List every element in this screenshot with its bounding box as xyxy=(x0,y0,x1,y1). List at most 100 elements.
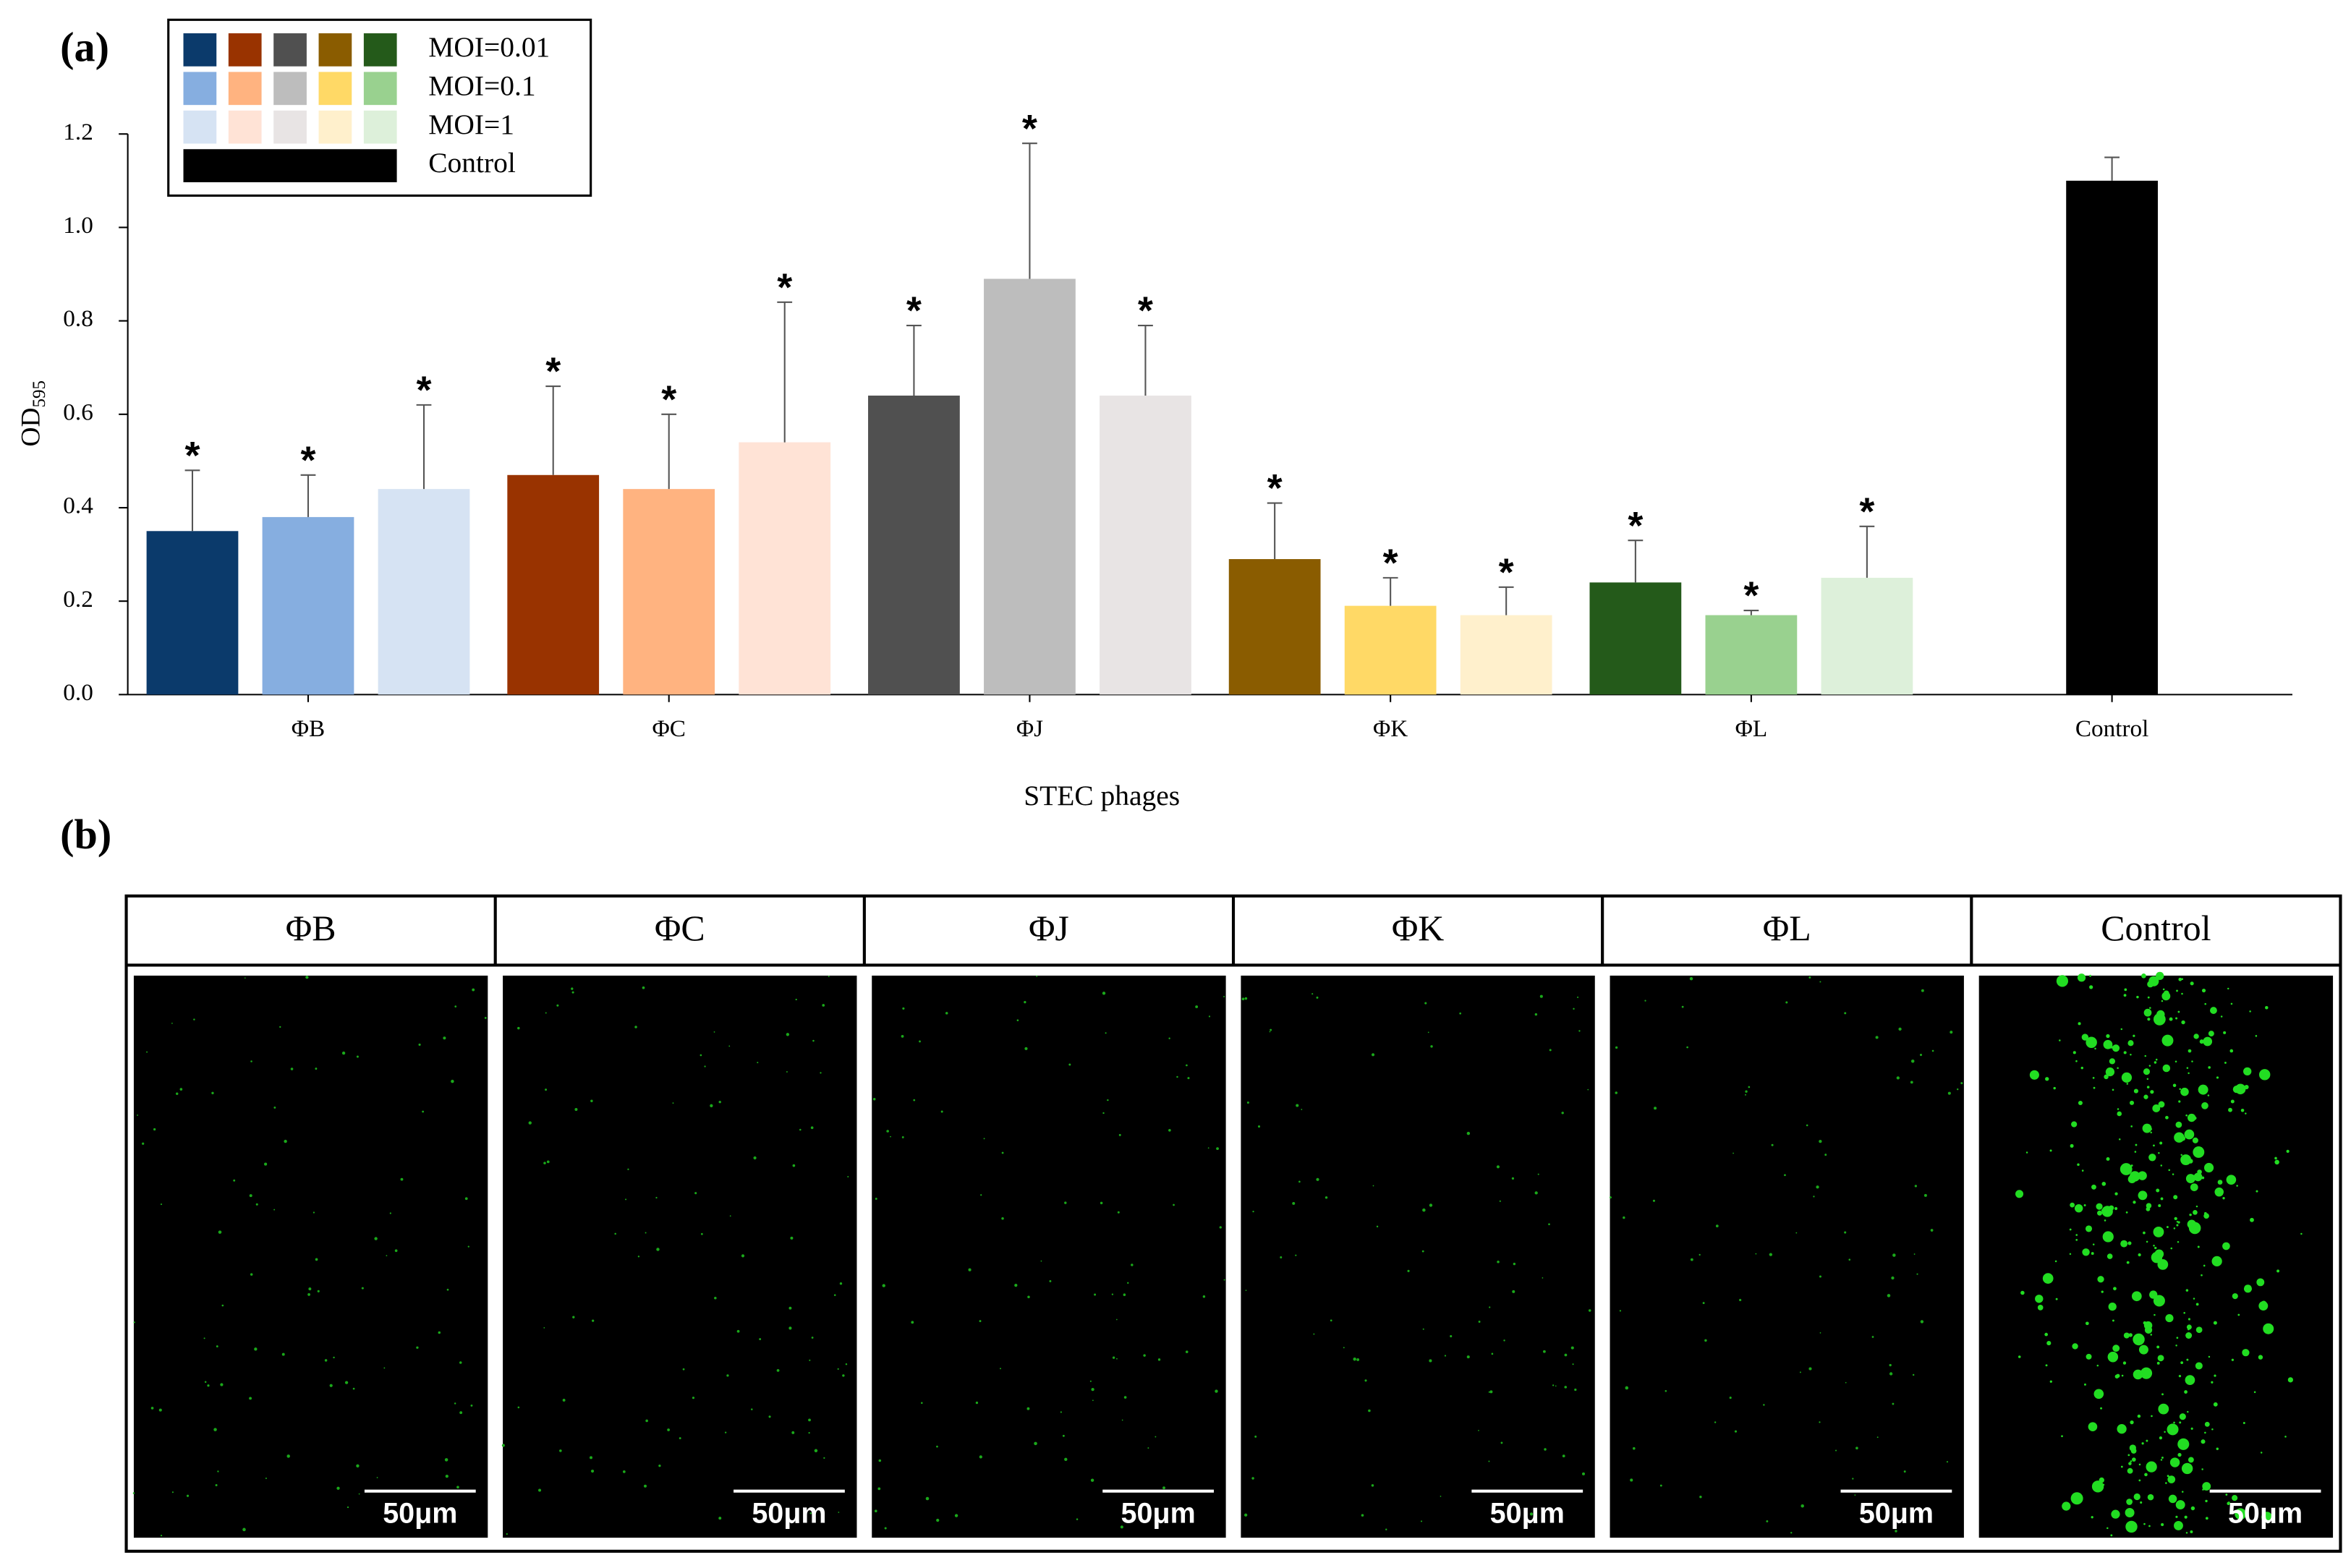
cell-dot xyxy=(2086,1353,2092,1360)
cell-dot xyxy=(2069,1253,2072,1256)
cell-dot xyxy=(788,1326,792,1330)
cell-dot xyxy=(823,1457,825,1459)
cell-dot xyxy=(2175,1515,2178,1518)
cell-dot xyxy=(2075,1239,2078,1241)
cell-dot xyxy=(2140,1367,2153,1379)
cell-dot xyxy=(1824,1154,1827,1156)
cell-dot xyxy=(2120,1028,2123,1031)
cell-dot xyxy=(2084,1383,2086,1386)
cell-dot xyxy=(1947,1091,1951,1095)
legend-swatch xyxy=(183,33,217,67)
cell-dot xyxy=(2015,1190,2024,1198)
cell-dot xyxy=(768,1415,771,1418)
cell-dot xyxy=(1407,1269,1410,1272)
cell-dot xyxy=(2193,1298,2195,1300)
cell-dot xyxy=(838,1512,840,1513)
cell-dot xyxy=(2158,1151,2160,1154)
cell-dot xyxy=(1539,994,1543,998)
cell-dot xyxy=(1889,1372,1893,1376)
cell-dot xyxy=(1478,1430,1479,1431)
cell-dot xyxy=(1034,1441,1037,1446)
cell-dot xyxy=(2112,1319,2114,1322)
cell-dot xyxy=(1311,993,1314,995)
x-tick-label: ΦB xyxy=(292,715,325,742)
cell-dot xyxy=(1252,1211,1254,1213)
error-bar xyxy=(1267,502,1283,560)
cell-dot xyxy=(2150,1090,2154,1094)
cell-dot xyxy=(2222,1197,2225,1200)
column-header: ΦB xyxy=(286,908,336,948)
cell-dot xyxy=(2201,1274,2203,1277)
cell-dot xyxy=(1123,1396,1127,1399)
cell-dot xyxy=(2138,1345,2148,1355)
cell-dot xyxy=(692,1397,695,1399)
cell-dot xyxy=(2243,1067,2252,1076)
cell-dot xyxy=(2176,989,2178,992)
cell-dot xyxy=(2107,1351,2119,1363)
cell-dot xyxy=(1313,1333,1315,1335)
cell-dot xyxy=(386,1255,388,1257)
cell-dot xyxy=(142,1142,145,1145)
cell-dot xyxy=(2029,1070,2039,1080)
cell-dot xyxy=(2193,1209,2198,1215)
cell-dot xyxy=(2132,1457,2136,1462)
cell-dot xyxy=(445,1474,448,1478)
cell-dot xyxy=(2144,1326,2153,1334)
cell-dot xyxy=(1372,1185,1374,1187)
cell-dot xyxy=(2230,1002,2233,1005)
cell-dot xyxy=(383,1367,386,1369)
significance-label: * xyxy=(661,378,676,421)
cell-dot xyxy=(808,1431,810,1434)
cell-dot xyxy=(2185,1289,2189,1292)
cell-dot xyxy=(1544,1448,1547,1451)
cell-dot xyxy=(645,1419,648,1423)
cell-dot xyxy=(643,1484,647,1488)
cell-dot xyxy=(286,1454,290,1458)
cell-dot xyxy=(1215,1389,1218,1393)
cell-dot xyxy=(1368,1409,1371,1413)
cell-dot xyxy=(2108,1302,2117,1311)
cell-dot xyxy=(1049,1279,1052,1282)
cell-dot xyxy=(216,1345,218,1348)
cell-dot xyxy=(2190,1183,2198,1191)
cell-dot xyxy=(1000,1368,1001,1370)
cell-dot xyxy=(2143,1522,2146,1525)
cell-dot xyxy=(1064,1457,1068,1461)
cell-dot xyxy=(2125,1520,2138,1533)
cell-dot xyxy=(2274,1159,2279,1165)
cell-dot xyxy=(2109,1045,2113,1049)
cell-dot xyxy=(1301,1109,1303,1110)
cell-dot xyxy=(2097,1210,2103,1216)
cell-dot xyxy=(1570,1346,1574,1350)
cell-dot xyxy=(2156,1010,2165,1019)
cell-dot xyxy=(1155,1436,1157,1438)
cell-dot xyxy=(2154,1313,2156,1316)
cell-dot xyxy=(753,1156,757,1160)
cell-dot xyxy=(204,1381,207,1384)
x-tick-label: ΦL xyxy=(1735,715,1768,742)
cell-dot xyxy=(211,1091,214,1094)
cell-dot xyxy=(233,1179,236,1182)
cell-dot xyxy=(2093,1086,2096,1089)
panel-label: (b) xyxy=(60,811,111,858)
cell-dot xyxy=(249,1194,252,1198)
cell-dot xyxy=(2300,1232,2303,1235)
cell-dot xyxy=(2195,1303,2199,1306)
cell-dot xyxy=(2135,1143,2138,1146)
cell-dot xyxy=(2242,1349,2250,1357)
cell-dot xyxy=(1062,1434,1065,1437)
cell-dot xyxy=(2085,1225,2093,1232)
cell-dot xyxy=(2245,1112,2247,1115)
cell-dot xyxy=(614,1232,616,1235)
cell-dot xyxy=(2146,1203,2152,1209)
bar xyxy=(2066,180,2158,695)
cell-dot xyxy=(1755,1253,1757,1255)
cell-dot xyxy=(1686,1046,1688,1049)
cell-dot xyxy=(1115,1318,1118,1321)
cell-dot xyxy=(2127,1241,2132,1245)
cell-dot xyxy=(2179,1413,2186,1420)
cell-dot xyxy=(1223,996,1225,998)
cell-dot xyxy=(1450,1334,1453,1338)
cell-dot xyxy=(2258,1355,2263,1360)
cell-dot xyxy=(255,1203,258,1206)
